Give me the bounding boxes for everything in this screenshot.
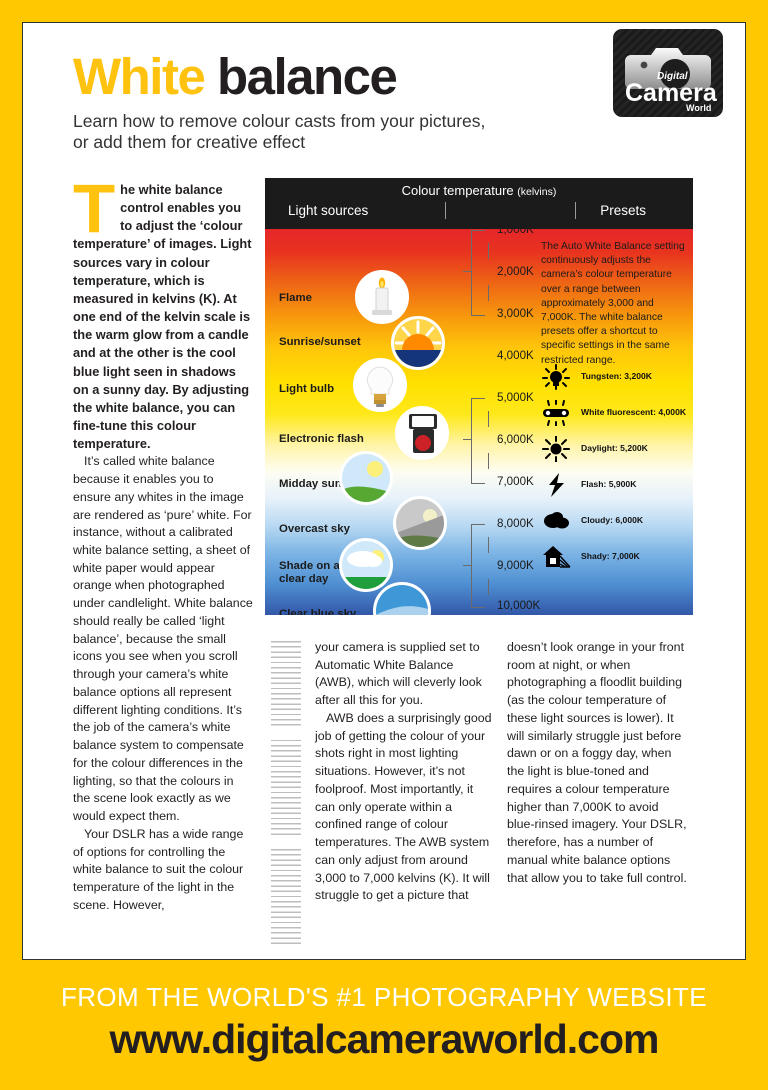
article-paragraph-5: doesn’t look orange in your front room a… bbox=[507, 640, 687, 885]
bracket-5000-7000 bbox=[471, 398, 485, 484]
preset-row-0: Tungsten: 3,200K bbox=[541, 364, 691, 390]
preset-label-4: Cloudy: 6,000K bbox=[581, 515, 644, 525]
colour-temperature-infographic: Colour temperature (kelvins) Light sourc… bbox=[265, 178, 693, 615]
digital-camera-world-logo: Digital Camera World bbox=[613, 29, 723, 117]
preset-row-3: Flash: 5,900K bbox=[541, 472, 691, 498]
kelvin-tick-5: 6,000K bbox=[497, 433, 534, 446]
article-paragraph-4: AWB does a surprisingly good job of gett… bbox=[315, 710, 492, 903]
kelvin-tick-6: 7,000K bbox=[497, 475, 534, 488]
sunrise-icon bbox=[391, 316, 445, 370]
article-paragraph-2: Your DSLR has a wide range of options fo… bbox=[73, 826, 244, 912]
preset-row-4: Cloudy: 6,000K bbox=[541, 508, 691, 534]
preset-row-2: Daylight: 5,200K bbox=[541, 435, 691, 463]
infographic-title-text: Colour temperature bbox=[401, 183, 514, 198]
preset-row-5: Shady: 7,000K bbox=[541, 544, 691, 570]
kelvin-tick-7: 8,000K bbox=[497, 517, 534, 530]
house-shade-icon bbox=[541, 544, 571, 570]
flashgun-icon bbox=[395, 406, 449, 460]
svg-text:Camera: Camera bbox=[625, 79, 718, 107]
light-source-label-0: Flame bbox=[279, 292, 312, 304]
preset-row-1: White fluorescent: 4,000K bbox=[541, 399, 691, 427]
article-lead-text: he white balance control enables you to … bbox=[73, 182, 252, 452]
page-title: White balance bbox=[73, 51, 503, 102]
kelvin-tick-0: 1,000K bbox=[497, 223, 534, 236]
footer-tagline: FROM THE WORLD'S #1 PHOTOGRAPHY WEBSITE bbox=[60, 982, 708, 1012]
article-paragraph-1: It’s called white balance because it ena… bbox=[73, 454, 253, 824]
light-source-label-5: Overcast sky bbox=[279, 523, 350, 535]
decorative-text-block bbox=[271, 641, 301, 946]
article-paragraph-3: your camera is supplied set to Automatic… bbox=[315, 640, 482, 708]
infographic-title-unit: (kelvins) bbox=[517, 186, 557, 198]
preset-label-0: Tungsten: 3,200K bbox=[581, 371, 652, 381]
article-column-b: your camera is supplied set to Automatic… bbox=[315, 639, 493, 905]
footer-banner: FROM THE WORLD'S #1 PHOTOGRAPHY WEBSITE … bbox=[0, 968, 768, 1090]
kelvin-tick-3: 4,000K bbox=[497, 349, 534, 362]
preset-label-3: Flash: 5,900K bbox=[581, 479, 637, 489]
bracket-8000-10000 bbox=[471, 524, 485, 608]
preset-label-2: Daylight: 5,200K bbox=[581, 443, 648, 453]
shade-icon bbox=[339, 538, 393, 592]
infographic-header-bar: Colour temperature (kelvins) Light sourc… bbox=[265, 178, 693, 229]
cloud-icon bbox=[541, 508, 571, 534]
page-canvas: White balance Learn how to remove colour… bbox=[22, 22, 746, 960]
awb-note: The Auto White Balance setting continuou… bbox=[541, 241, 685, 366]
light-source-label-7: Clear blue sky bbox=[279, 608, 357, 615]
kelvin-tick-2: 3,000K bbox=[497, 307, 534, 320]
infographic-title: Colour temperature (kelvins) bbox=[265, 183, 693, 198]
article-column-c: doesn’t look orange in your front room a… bbox=[507, 639, 689, 887]
midday-sun-icon bbox=[339, 451, 393, 505]
column-header-presets: Presets bbox=[600, 203, 646, 218]
svg-text:Digital: Digital bbox=[657, 71, 688, 82]
page-title-part2: balance bbox=[204, 48, 398, 105]
kelvin-tick-9: 10,000K bbox=[497, 599, 541, 612]
kelvin-scale: 1,000K 2,000K 3,000K 4,000K 5,000K 6,000… bbox=[463, 223, 559, 615]
preset-label-5: Shady: 7,000K bbox=[581, 551, 640, 561]
footer-url[interactable]: www.digitalcameraworld.com bbox=[109, 1016, 660, 1062]
fluorescent-tube-icon bbox=[541, 399, 571, 427]
candle-icon bbox=[355, 270, 409, 324]
lightbulb-icon bbox=[353, 358, 407, 412]
overcast-sky-icon bbox=[393, 496, 447, 550]
light-source-label-4: Midday sun bbox=[279, 478, 342, 490]
light-source-label-1: Sunrise/sunset bbox=[279, 336, 361, 348]
lightning-bolt-icon bbox=[541, 472, 571, 498]
camera-icon: Digital Camera World bbox=[625, 48, 718, 113]
masthead: White balance Learn how to remove colour… bbox=[73, 51, 503, 154]
kelvin-tick-8: 9,000K bbox=[497, 559, 534, 572]
sun-icon bbox=[541, 435, 571, 463]
svg-text:World: World bbox=[686, 103, 711, 113]
bracket-1000-3000 bbox=[471, 230, 485, 316]
column-header-light-sources: Light sources bbox=[288, 203, 369, 218]
tungsten-bulb-icon bbox=[541, 364, 571, 390]
drop-cap: T bbox=[73, 170, 116, 247]
blue-sky-icon bbox=[373, 582, 431, 615]
light-source-label-3: Electronic flash bbox=[279, 433, 364, 445]
preset-label-1: White fluorescent: 4,000K bbox=[581, 407, 687, 417]
page-subtitle: Learn how to remove colour casts from yo… bbox=[73, 111, 486, 153]
page-title-part1: White bbox=[73, 48, 206, 105]
light-source-label-6: Shade on a clear day bbox=[279, 560, 340, 585]
kelvin-gradient-ramp bbox=[265, 229, 693, 615]
kelvin-tick-4: 5,000K bbox=[497, 391, 534, 404]
kelvin-tick-1: 2,000K bbox=[497, 265, 534, 278]
light-source-label-2: Light bulb bbox=[279, 383, 335, 395]
